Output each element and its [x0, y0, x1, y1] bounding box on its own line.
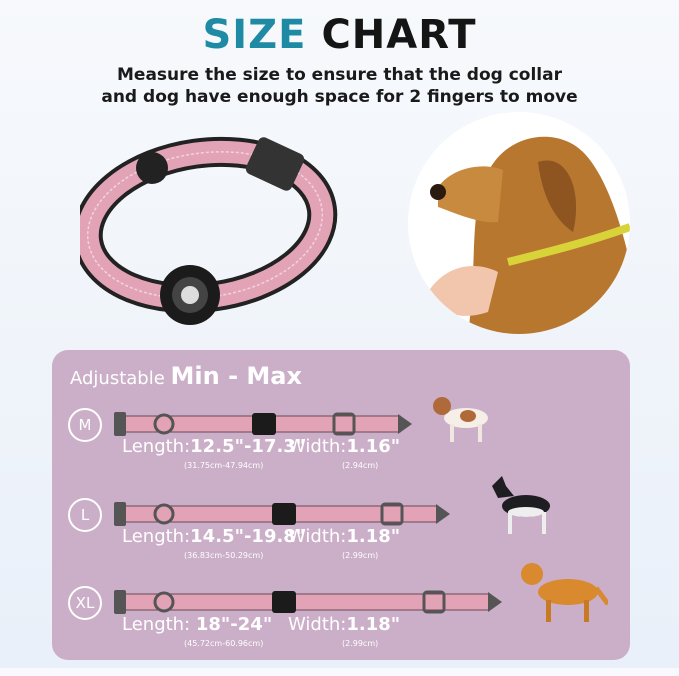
size-badge: M	[68, 408, 102, 442]
size-row-l: L Length:14.5"-19.8" Width:1.18" (36.83c…	[52, 476, 630, 588]
golden-retriever-icon	[521, 563, 608, 622]
collar-product-image	[80, 136, 338, 325]
collar-strap-icon	[114, 590, 502, 614]
size-badge: L	[68, 498, 102, 532]
length-value: 14.5"-19.8"	[190, 526, 306, 547]
collar-strap-icon	[114, 502, 450, 526]
size-panel: Adjustable Min - Max M Length:12.5"-17.3…	[52, 350, 630, 660]
adjustable-heading: Adjustable Min - Max	[70, 362, 302, 390]
collar-strap-icon	[114, 412, 412, 436]
small-dog-icon	[433, 397, 488, 442]
length-value: 12.5"-17.3"	[190, 436, 306, 457]
page-title: SIZE CHART	[202, 12, 477, 58]
length-value: 18"-24"	[195, 614, 273, 635]
dog-measuring-photo	[408, 112, 630, 334]
husky-dog-icon	[492, 476, 550, 534]
subtitle: Measure the size to ensure that the dog …	[101, 65, 578, 107]
width-value: 1.18"	[346, 614, 401, 635]
width-value: 1.16"	[346, 436, 401, 457]
width-value: 1.18"	[346, 526, 401, 547]
size-row-m: M Length:12.5"-17.3" Width:1.16" (31.75c…	[52, 397, 630, 498]
size-badge: XL	[68, 586, 102, 620]
size-row-xl: XL Length: 18"-24" Width:1.18" (45.72cm-…	[52, 563, 630, 676]
